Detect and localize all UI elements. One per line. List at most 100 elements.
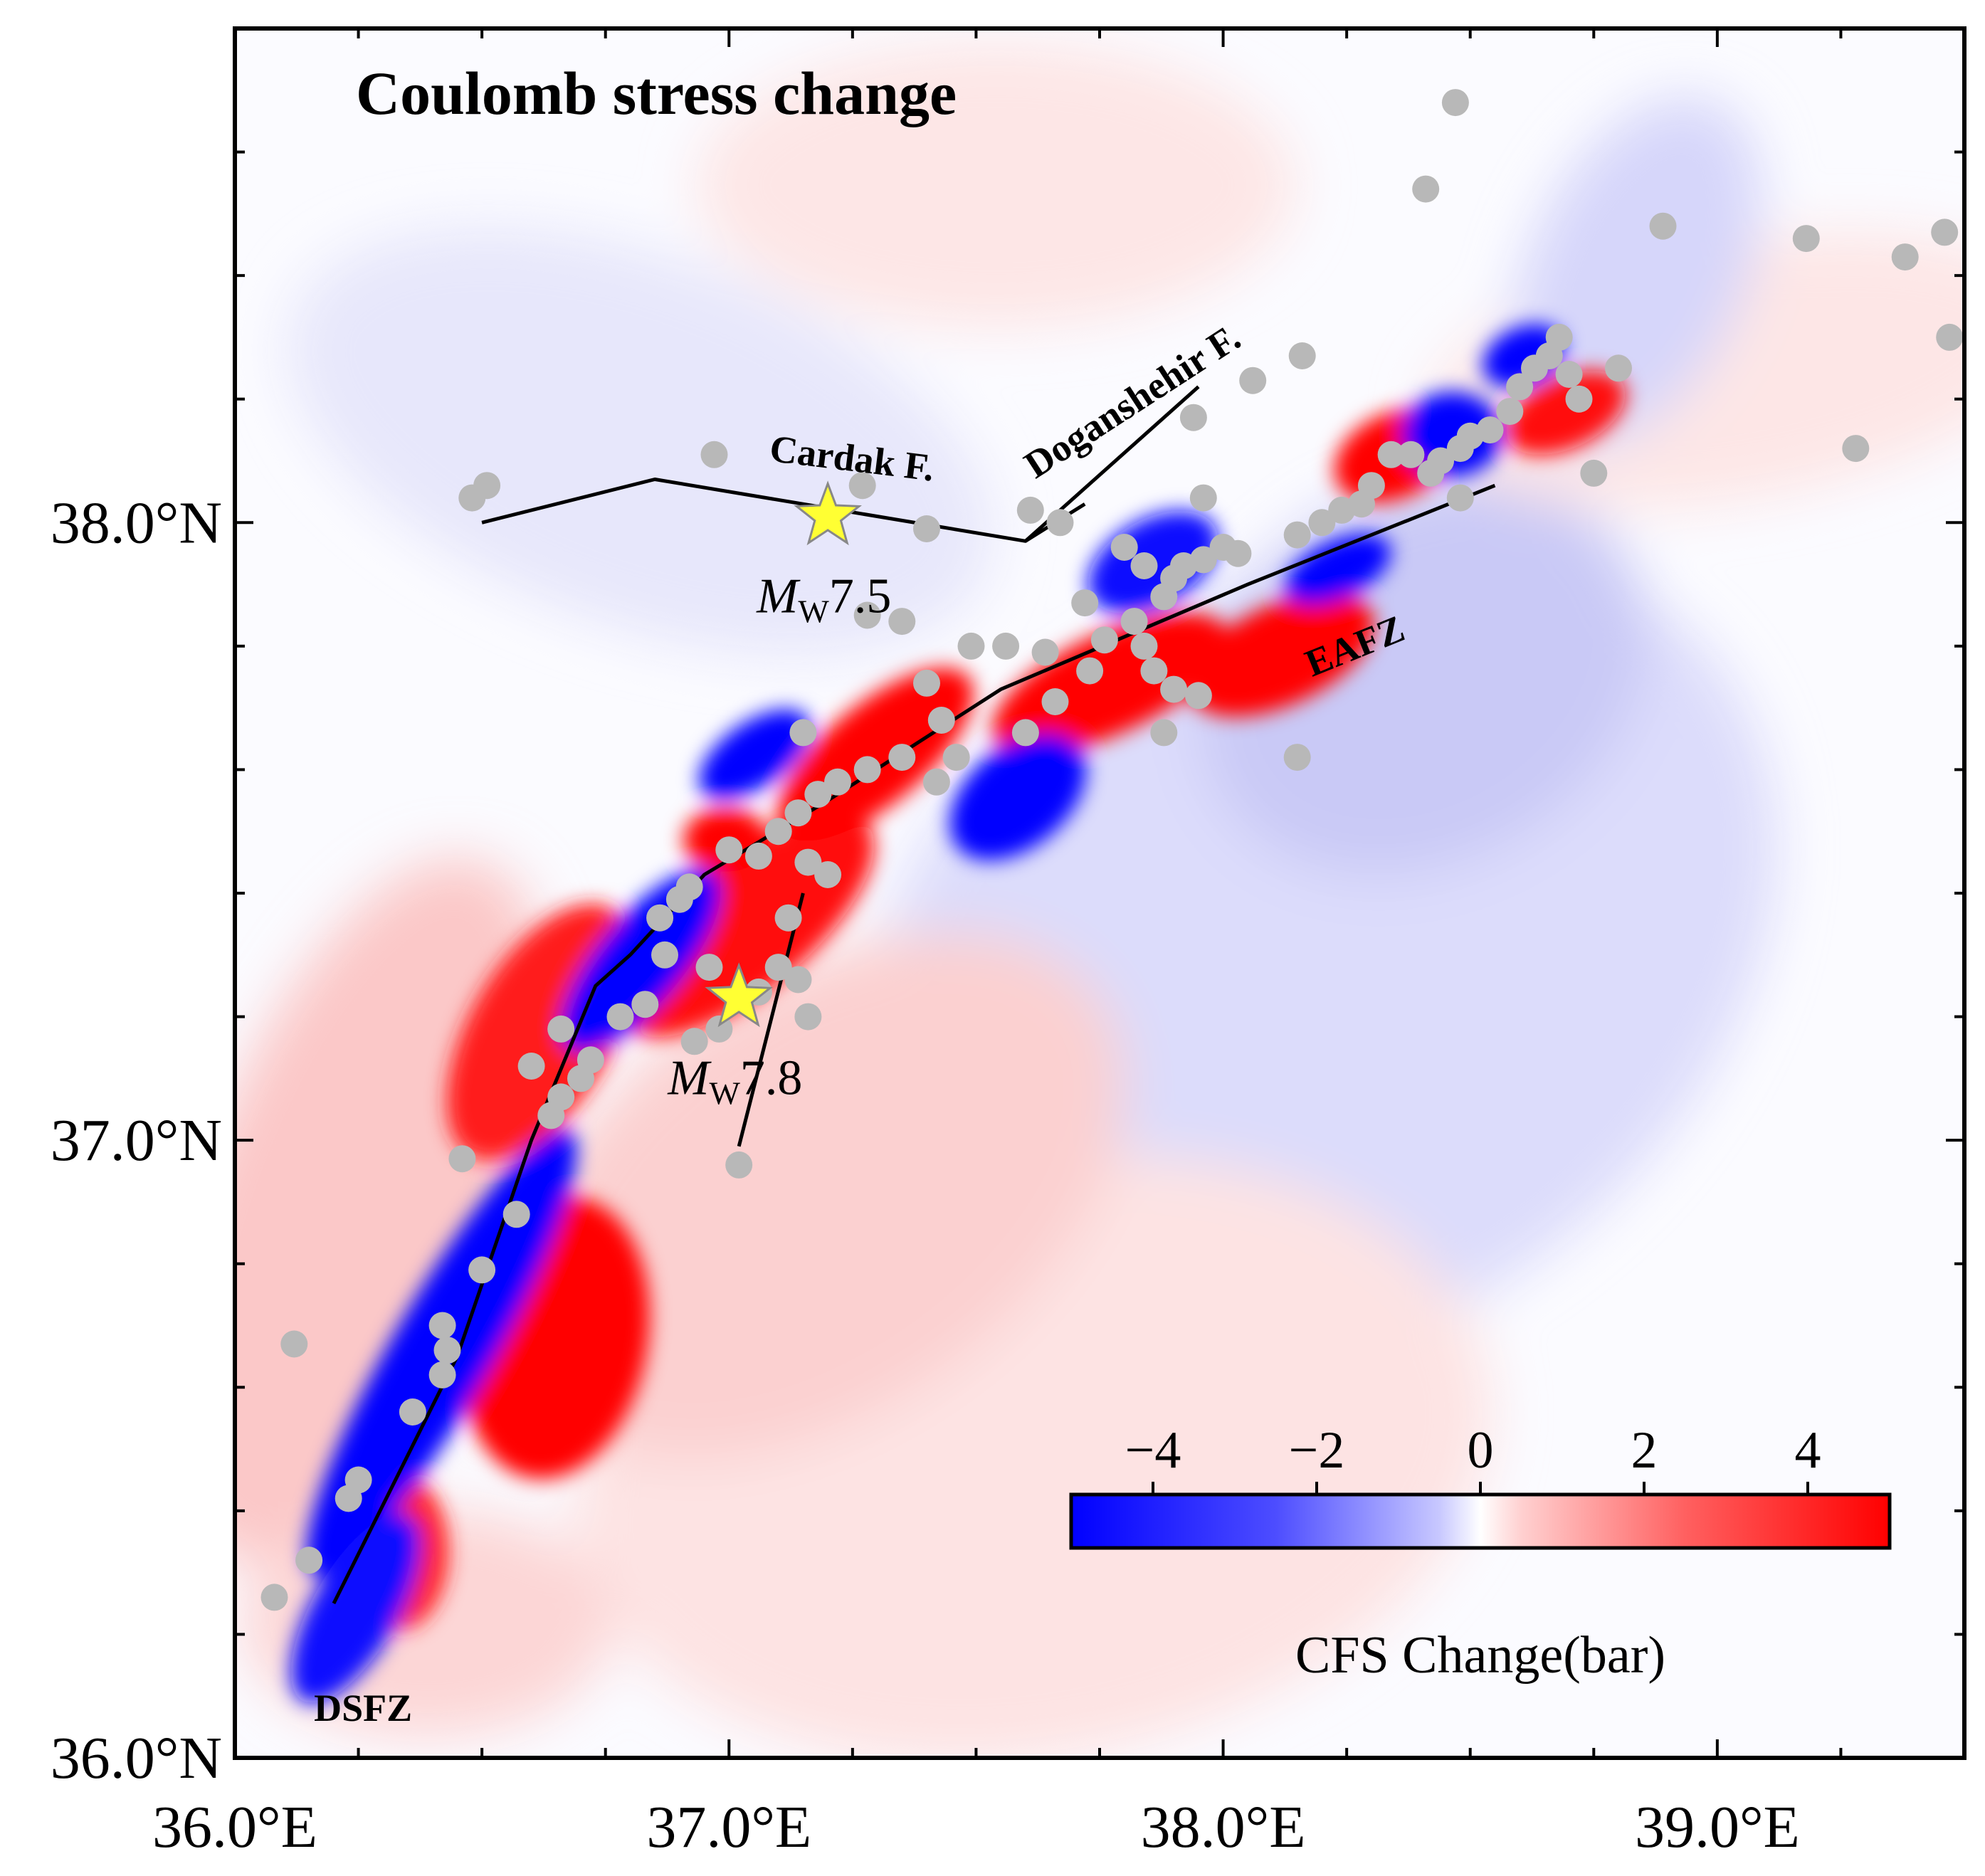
epicenter-stars: MW7.5 MW7.8 [667, 480, 891, 1112]
aftershock-point [1555, 361, 1583, 388]
aftershock-point [680, 1028, 708, 1055]
aftershock-point [942, 744, 970, 771]
x-tick-label: 36.0°E [152, 1794, 317, 1860]
axes: 36.0°E 37.0°E 38.0°E 39.0°E 36.0°N 37.0°N 38.0… [51, 27, 1966, 1860]
aftershock-point [888, 744, 916, 771]
aftershock-point [794, 1003, 822, 1031]
aftershock-point [1189, 546, 1217, 574]
aftershock-points [260, 89, 1964, 1611]
aftershock-point [260, 1583, 288, 1611]
aftershock-point [913, 515, 940, 542]
fault-label: DSFZ [314, 1687, 412, 1729]
aftershock-point [853, 601, 881, 629]
aftershock-point [1031, 638, 1059, 666]
aftershock-point [1649, 212, 1677, 240]
epicenter-magnitude-label: MW7.5 [756, 569, 891, 630]
aftershock-point [1842, 435, 1870, 463]
colorbar-tick-label: −4 [1125, 1421, 1181, 1480]
aftershock-point [1931, 218, 1959, 246]
aftershock-point [1545, 323, 1573, 351]
aftershock-point [468, 1256, 496, 1284]
map-title: Coulomb stress change [356, 59, 957, 127]
aftershock-point [927, 707, 955, 734]
epicenter-star-icon [705, 962, 773, 1028]
aftershock-point [1496, 398, 1524, 426]
aftershock-point [295, 1546, 323, 1574]
aftershock-point [1130, 632, 1158, 660]
aftershock-point [922, 768, 950, 796]
colorbar: −4 −2 0 2 4 CFS Change(bar) [1069, 1421, 1892, 1685]
aftershock-point [784, 966, 812, 994]
colorbar-label: CFS Change(bar) [1295, 1626, 1665, 1685]
aftershock-point [280, 1330, 308, 1358]
aftershock-point [913, 669, 940, 697]
colorbar-ticks: −4 −2 0 2 4 [1125, 1421, 1821, 1495]
stress-field [235, 28, 1964, 1758]
aftershock-point [1130, 552, 1158, 579]
colorbar-tick-label: 2 [1631, 1421, 1658, 1480]
aftershock-point [675, 873, 703, 901]
aftershock-point [399, 1398, 426, 1426]
aftershock-point [992, 632, 1020, 660]
y-tick-label: 38.0°N [51, 490, 222, 556]
aftershock-point [715, 836, 743, 864]
aftershock-point [1377, 441, 1405, 468]
epicenter-star-icon [794, 480, 862, 546]
aftershock-point [695, 954, 723, 981]
aftershock-point [606, 1003, 634, 1031]
aftershock-point [1308, 509, 1336, 537]
aftershock-point [804, 781, 832, 808]
epicenter-magnitude-label: MW7.8 [667, 1051, 802, 1112]
aftershock-point [335, 1485, 362, 1512]
aftershock-point [764, 818, 792, 845]
aftershock-point [774, 904, 802, 932]
aftershock-point [824, 768, 851, 796]
aftershock-point [547, 1015, 575, 1043]
y-tick-label: 36.0°N [51, 1725, 222, 1791]
aftershock-point [725, 1151, 753, 1179]
aftershock-point [1397, 441, 1425, 468]
x-tick-label: 38.0°E [1141, 1794, 1306, 1860]
colorbar-tick-label: −2 [1289, 1421, 1345, 1480]
aftershock-point [700, 441, 728, 468]
aftershock-point [1110, 534, 1138, 561]
aftershock-point [1357, 472, 1385, 500]
aftershock-point [502, 1201, 530, 1228]
aftershock-point [646, 904, 674, 932]
aftershock-point [428, 1361, 456, 1388]
aftershock-point [888, 608, 916, 636]
aftershock-point [1441, 89, 1469, 117]
aftershock-point [1565, 385, 1593, 413]
aftershock-point [1076, 657, 1104, 685]
aftershock-point [428, 1312, 456, 1339]
x-tick-label: 37.0°E [646, 1794, 811, 1860]
aftershock-point [957, 632, 985, 660]
aftershock-point [1120, 608, 1148, 636]
aftershock-point [517, 1053, 545, 1080]
aftershock-point [433, 1337, 461, 1364]
aftershock-point [744, 842, 772, 870]
y-tick-label: 37.0°N [51, 1107, 222, 1174]
aftershock-point [1288, 342, 1316, 369]
aftershock-point [473, 472, 501, 500]
x-tick-label: 39.0°E [1635, 1794, 1800, 1860]
colorbar-tick-label: 0 [1468, 1421, 1494, 1480]
aftershock-point [1179, 404, 1207, 431]
aftershock-point [1224, 539, 1252, 567]
aftershock-point [1239, 367, 1267, 394]
aftershock-point [448, 1145, 476, 1173]
aftershock-point [784, 799, 812, 827]
aftershock-point [814, 861, 842, 888]
aftershock-point [764, 954, 792, 981]
aftershock-point [789, 719, 817, 747]
aftershock-point [1476, 416, 1504, 444]
aftershock-point [848, 472, 876, 500]
aftershock-point [1891, 243, 1919, 271]
aftershock-point [1446, 484, 1474, 512]
aftershock-point [1605, 354, 1632, 382]
aftershock-point [1041, 688, 1069, 715]
aftershock-point [794, 848, 822, 876]
aftershock-point [1792, 225, 1820, 253]
aftershock-point [1011, 719, 1039, 747]
